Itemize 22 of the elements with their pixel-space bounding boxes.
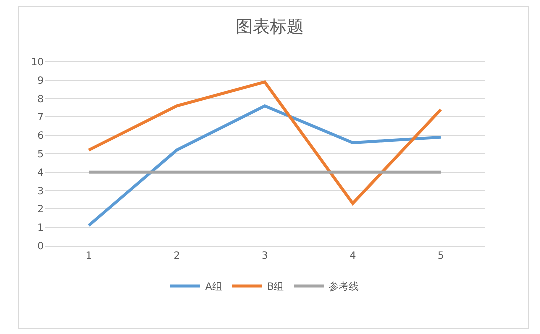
x-tick-label: 4 bbox=[350, 251, 356, 262]
y-tick-label: 7 bbox=[38, 112, 44, 124]
y-tick-label: 5 bbox=[38, 150, 44, 160]
y-tick-label: 0 bbox=[38, 242, 44, 252]
y-tick-label: 6 bbox=[38, 131, 44, 142]
line-series bbox=[88, 104, 442, 228]
y-tick-label: 4 bbox=[38, 168, 44, 179]
y-tick-label: 1 bbox=[38, 223, 44, 234]
y-tick-label: 10 bbox=[31, 58, 44, 68]
y-tick-label: 9 bbox=[38, 76, 44, 87]
x-tick-label: 1 bbox=[86, 251, 92, 262]
line-series bbox=[88, 80, 442, 206]
y-tick-label: 2 bbox=[38, 204, 44, 216]
x-tick-label: 2 bbox=[174, 251, 180, 262]
legend-label: B组 bbox=[267, 281, 284, 294]
legend-label: A组 bbox=[206, 281, 222, 294]
legend-label: 参考线 bbox=[329, 281, 360, 294]
x-tick-label: 3 bbox=[262, 251, 268, 262]
x-tick-label: 5 bbox=[438, 251, 444, 262]
chart-title: 图表标题 bbox=[236, 18, 304, 38]
y-tick-label: 8 bbox=[38, 94, 44, 106]
y-tick-label: 3 bbox=[38, 186, 44, 198]
